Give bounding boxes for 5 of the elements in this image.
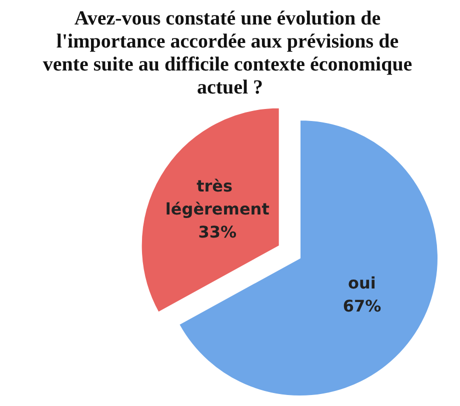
data-label: 67% [342, 296, 382, 316]
slice-label: oui [348, 274, 376, 293]
chart-title: Avez-vous constaté une évolution de l'importance accordée aux prévisions de vente suite au difficile contexte économique actuel ? [42, 8, 418, 98]
slice-label: très légèrement [165, 176, 270, 219]
data-label: 33% [198, 222, 237, 242]
